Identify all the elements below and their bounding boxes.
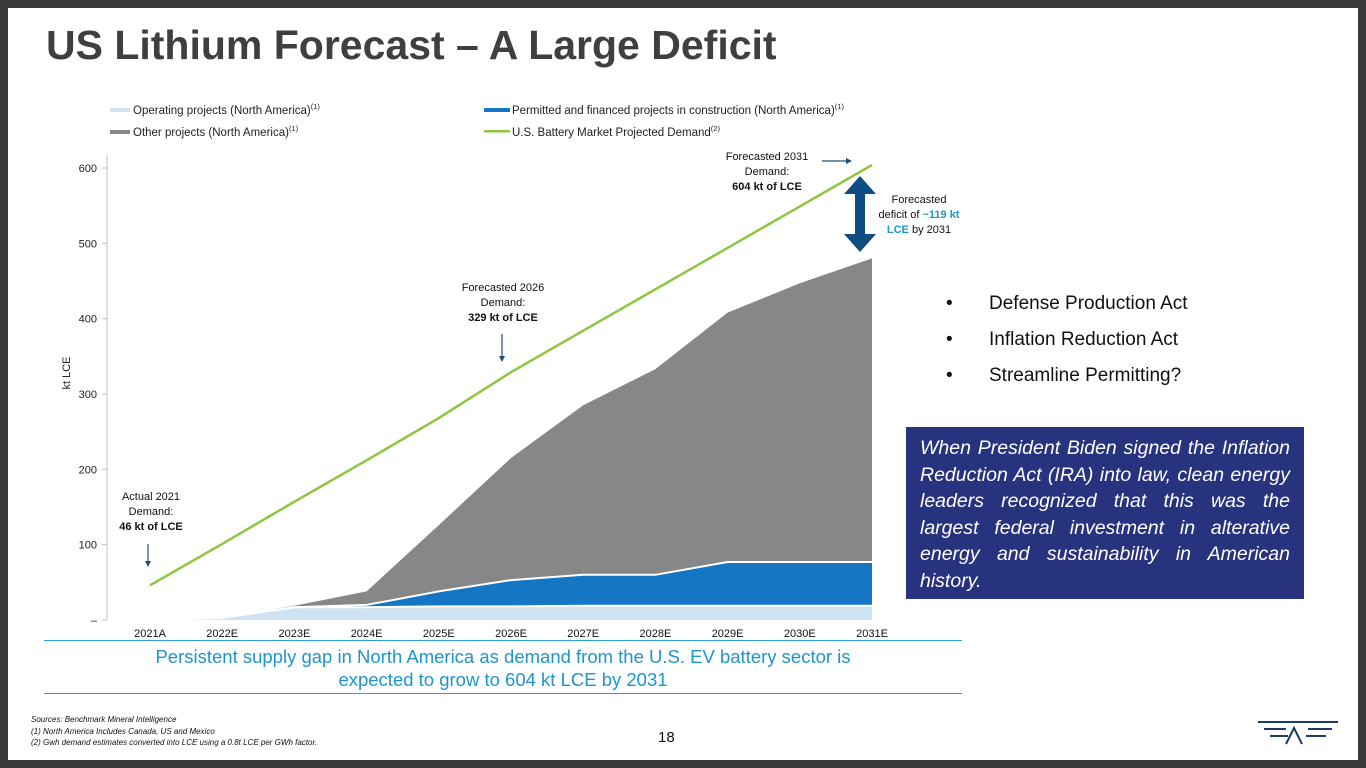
y-axis-label: kt LCE bbox=[61, 356, 73, 389]
legend-swatch-operating bbox=[110, 108, 130, 112]
annotation-2021-line3: 46 kt of LCE bbox=[119, 521, 183, 533]
x-tick-label: 2031E bbox=[856, 628, 888, 640]
area-separator bbox=[149, 561, 872, 621]
footnote-2: (2) Gwh demand estimates converted into … bbox=[31, 738, 318, 747]
legend-swatch-other bbox=[110, 130, 130, 134]
chart-legend: Operating projects (North America)(1) Ot… bbox=[110, 102, 844, 139]
annotation-2021: Actual 2021 Demand: 46 kt of LCE bbox=[119, 491, 183, 567]
bullet-dot: • bbox=[946, 293, 953, 314]
y-tick-label: 200 bbox=[79, 464, 97, 476]
x-tick-label: 2029E bbox=[712, 628, 744, 640]
quote-box: When President Biden signed the Inflatio… bbox=[906, 427, 1304, 599]
x-tick-label: 2024E bbox=[351, 628, 383, 640]
y-tick-label: 100 bbox=[79, 540, 97, 552]
company-logo-icon bbox=[1258, 721, 1338, 745]
deficit-callout: Forecasted deficit of ~119 kt LCE by 203… bbox=[878, 194, 959, 236]
legend-swatch-demand bbox=[484, 130, 510, 133]
demand-series-line bbox=[149, 163, 873, 587]
slide: US Lithium Forecast – A Large Deficit Op… bbox=[8, 8, 1358, 760]
source-note: Sources: Benchmark Mineral Intelligence bbox=[31, 715, 177, 724]
stacked-areas bbox=[149, 258, 872, 621]
y-tick-label: – bbox=[91, 615, 98, 627]
y-tick-label: 600 bbox=[79, 163, 97, 175]
bullet-text: Inflation Reduction Act bbox=[989, 329, 1179, 350]
annotation-2031: Forecasted 2031 Demand: 604 kt of LCE bbox=[726, 151, 852, 193]
annotation-2026-line1: Forecasted 2026 bbox=[462, 282, 545, 294]
deficit-arrow-shape bbox=[844, 176, 876, 252]
deficit-line3: LCE by 2031 bbox=[887, 224, 951, 236]
legend-label-demand: U.S. Battery Market Projected Demand(2) bbox=[512, 124, 720, 139]
bullet-dot: • bbox=[946, 329, 953, 350]
annotation-2026: Forecasted 2026 Demand: 329 kt of LCE bbox=[462, 282, 545, 362]
x-axis-ticks: 2021A 2022E 2023E 2024E 2025E 2026E 2027E 2028E… bbox=[134, 628, 888, 640]
bullet-text: Defense Production Act bbox=[989, 293, 1188, 314]
legend-label-other: Other projects (North America)(1) bbox=[133, 124, 299, 139]
bullet-dot: • bbox=[946, 365, 953, 386]
bullet-text: Streamline Permitting? bbox=[989, 365, 1182, 386]
annotation-2031-line1: Forecasted 2031 bbox=[726, 151, 809, 163]
deficit-double-arrow bbox=[844, 176, 876, 252]
takeaway-line2: expected to grow to 604 kt LCE by 2031 bbox=[338, 669, 668, 690]
takeaway-line1: Persistent supply gap in North America a… bbox=[155, 646, 851, 667]
x-tick-label: 2026E bbox=[495, 628, 527, 640]
annotation-2031-line2: Demand: bbox=[745, 166, 790, 178]
takeaway-banner: Persistent supply gap in North America a… bbox=[44, 640, 962, 694]
legend-swatch-permitted bbox=[484, 108, 510, 112]
deficit-line1: Forecasted bbox=[891, 194, 946, 206]
x-tick-label: 2022E bbox=[206, 628, 238, 640]
page-number: 18 bbox=[658, 729, 675, 746]
x-tick-label: 2030E bbox=[784, 628, 816, 640]
y-tick-label: 300 bbox=[79, 389, 97, 401]
area-operating-projects bbox=[150, 605, 872, 620]
x-tick-label: 2023E bbox=[278, 628, 310, 640]
footnote-1: (1) North America Includes Canada, US an… bbox=[31, 727, 215, 736]
x-tick-label: 2025E bbox=[423, 628, 455, 640]
y-axis-ticks: – 100 200 300 400 500 600 bbox=[79, 163, 107, 627]
legend-label-operating: Operating projects (North America)(1) bbox=[133, 102, 320, 117]
forecast-chart: Operating projects (North America)(1) Ot… bbox=[61, 102, 960, 640]
legend-label-permitted: Permitted and financed projects in const… bbox=[512, 102, 844, 117]
y-tick-label: 400 bbox=[79, 314, 97, 326]
annotation-2021-line2: Demand: bbox=[129, 506, 174, 518]
page-title: US Lithium Forecast – A Large Deficit bbox=[46, 22, 777, 68]
demand-line bbox=[149, 163, 873, 587]
deficit-line2: deficit of ~119 kt bbox=[878, 209, 959, 221]
x-tick-label: 2027E bbox=[567, 628, 599, 640]
x-tick-label: 2028E bbox=[639, 628, 671, 640]
x-tick-label: 2021A bbox=[134, 628, 166, 640]
annotation-2026-line3: 329 kt of LCE bbox=[468, 312, 538, 324]
annotation-2021-line1: Actual 2021 bbox=[122, 491, 180, 503]
y-tick-label: 500 bbox=[79, 238, 97, 250]
annotation-2031-line3: 604 kt of LCE bbox=[732, 181, 802, 193]
area-other-projects bbox=[150, 258, 872, 620]
annotation-2026-line2: Demand: bbox=[481, 297, 526, 309]
